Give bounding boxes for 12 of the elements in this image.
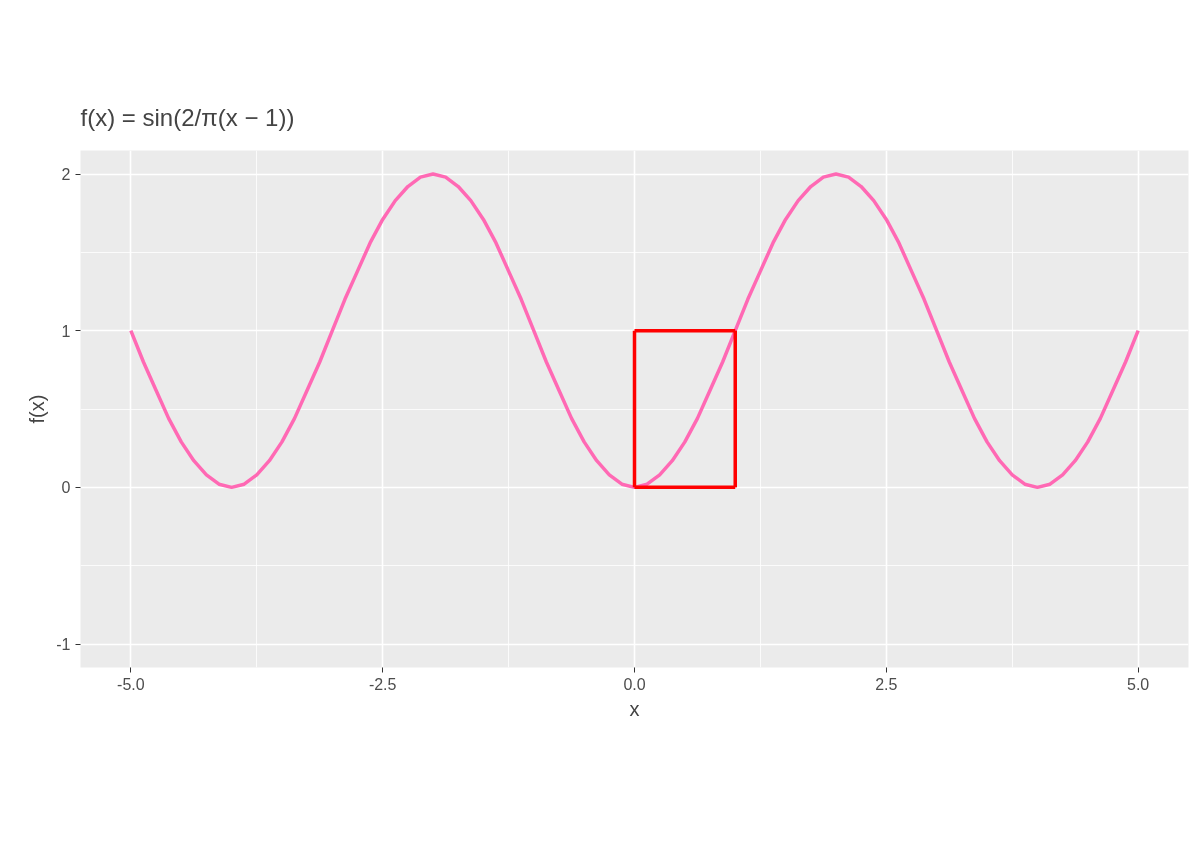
x-axis-title: x [629, 697, 640, 720]
x-tick-label: 0.0 [623, 675, 646, 693]
y-tick-label: 1 [61, 322, 71, 340]
y-tick-label: 2 [61, 166, 71, 183]
x-tick-label: -5.0 [117, 675, 145, 693]
y-axis-title: f(x) [26, 394, 49, 424]
x-tick-label: 5.0 [1127, 675, 1150, 693]
y-tick-label: 0 [61, 479, 71, 497]
y-tick-label: -1 [56, 636, 71, 653]
x-tick-label: 2.5 [875, 675, 898, 693]
x-tick-label: -2.5 [368, 675, 397, 693]
chart-title: f(x) = sin(2/π(x − 1)) [80, 103, 295, 131]
